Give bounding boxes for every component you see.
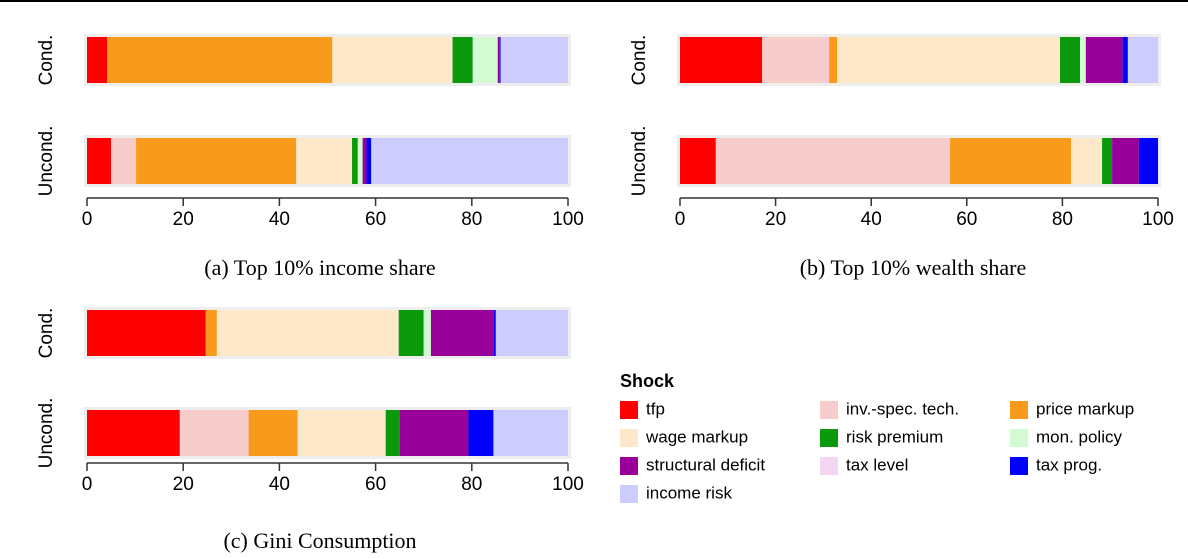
bar-segment — [87, 310, 206, 356]
bar-segment — [385, 410, 400, 456]
legend-swatch — [1010, 429, 1028, 447]
legend-swatch — [1010, 457, 1028, 475]
legend-swatch — [620, 401, 638, 419]
x-tick-label: 40 — [269, 474, 290, 495]
bar-segment — [371, 138, 568, 184]
category-label: Uncond. — [36, 126, 57, 197]
bar-segment — [297, 410, 386, 456]
legend-swatch — [620, 485, 638, 503]
bar-segment — [1112, 138, 1139, 184]
bar-segment — [1138, 138, 1158, 184]
legend-swatch — [820, 401, 838, 419]
bar-segment — [1060, 37, 1081, 83]
caption: (a) Top 10% income share — [204, 255, 435, 280]
legend-label: tax prog. — [1036, 455, 1102, 474]
bar-segment — [399, 410, 469, 456]
bar-segment — [216, 310, 399, 356]
legend-label: inv.-spec. tech. — [846, 399, 959, 418]
category-label: Cond. — [36, 308, 57, 359]
bar-segment — [111, 138, 137, 184]
x-tick-label: 0 — [675, 209, 686, 230]
x-tick-label: 0 — [82, 209, 93, 230]
bar-segment — [332, 37, 453, 83]
x-tick-label: 100 — [1142, 209, 1174, 230]
bar-segment — [430, 310, 494, 356]
bar-segment — [715, 138, 951, 184]
bar-segment — [493, 410, 568, 456]
x-tick-label: 20 — [173, 474, 194, 495]
bar-segment — [357, 138, 363, 184]
bar-segment — [497, 37, 500, 83]
legend-label: tax level — [846, 455, 908, 474]
x-tick-label: 80 — [1052, 209, 1073, 230]
bar-segment — [248, 410, 298, 456]
bar-segment — [205, 310, 217, 356]
x-tick-label: 40 — [269, 209, 290, 230]
bar-segment — [762, 37, 830, 83]
x-tick-label: 0 — [82, 474, 93, 495]
bar-segment — [1085, 37, 1123, 83]
bar-segment — [362, 138, 367, 184]
bar-segment — [499, 37, 501, 83]
legend-title: Shock — [620, 371, 675, 391]
bar-segment — [500, 37, 568, 83]
x-tick-label: 100 — [552, 209, 584, 230]
bar-segment — [495, 310, 568, 356]
bar-segment — [1102, 138, 1113, 184]
category-label: Cond. — [36, 35, 57, 86]
legend-swatch — [820, 457, 838, 475]
bar-segment — [1080, 37, 1086, 83]
caption: (c) Gini Consumption — [223, 528, 416, 553]
bar-segment — [837, 37, 1061, 83]
x-tick-label: 60 — [365, 209, 386, 230]
bar-segment — [366, 138, 372, 184]
legend-label: wage markup — [645, 427, 748, 446]
bar-segment — [352, 138, 358, 184]
x-tick-label: 20 — [765, 209, 786, 230]
bar-segment — [950, 138, 1072, 184]
bar-segment — [398, 310, 424, 356]
bar-segment — [1122, 37, 1128, 83]
x-tick-label: 20 — [173, 209, 194, 230]
bar-segment — [680, 37, 763, 83]
bar-segment — [452, 37, 473, 83]
bar-segment — [296, 138, 353, 184]
caption: (b) Top 10% wealth share — [800, 255, 1027, 280]
bar-segment — [136, 138, 297, 184]
legend-label: price markup — [1036, 399, 1134, 418]
x-tick-label: 40 — [861, 209, 882, 230]
legend-label: structural deficit — [646, 455, 765, 474]
x-tick-label: 60 — [956, 209, 977, 230]
x-tick-label: 80 — [461, 474, 482, 495]
legend-swatch — [620, 457, 638, 475]
bar-segment — [468, 410, 494, 456]
bar-segment — [423, 310, 431, 356]
category-label: Uncond. — [36, 398, 57, 469]
bar-segment — [179, 410, 249, 456]
legend-label: income risk — [646, 483, 732, 502]
bar-segment — [87, 138, 112, 184]
legend-swatch — [820, 429, 838, 447]
legend-swatch — [620, 429, 638, 447]
x-tick-label: 60 — [365, 474, 386, 495]
bar-segment — [493, 310, 496, 356]
bar-segment — [472, 37, 498, 83]
legend-swatch — [1010, 401, 1028, 419]
category-label: Cond. — [629, 35, 650, 86]
x-tick-label: 100 — [552, 474, 584, 495]
x-tick-label: 80 — [461, 209, 482, 230]
category-label: Uncond. — [629, 126, 650, 197]
legend-label: risk premium — [846, 427, 943, 446]
bar-segment — [87, 410, 180, 456]
bar-segment — [87, 37, 108, 83]
legend-label: tfp — [646, 399, 665, 418]
bar-segment — [107, 37, 333, 83]
bar-segment — [1071, 138, 1103, 184]
legend-label: mon. policy — [1036, 427, 1122, 446]
bar-segment — [680, 138, 716, 184]
bar-segment — [1127, 37, 1158, 83]
bar-segment — [829, 37, 838, 83]
